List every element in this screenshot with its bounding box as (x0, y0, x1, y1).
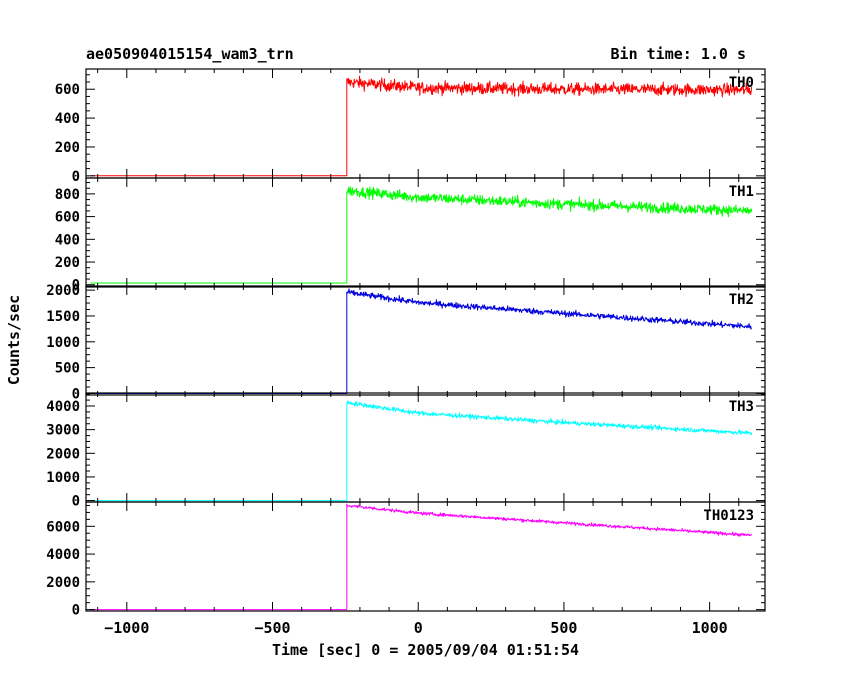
y-tick-label: 0 (72, 278, 80, 294)
y-tick-label: 0 (72, 494, 80, 510)
y-axis-label: Counts/sec (5, 295, 23, 385)
series-line-th2 (90, 288, 752, 394)
y-tick-label: 600 (55, 210, 80, 226)
x-tick-label: 0 (414, 619, 423, 637)
series-line-th0 (90, 75, 753, 177)
y-tick-label: 500 (55, 361, 80, 377)
y-tick-label: 2000 (46, 446, 80, 462)
y-tick-label: 3000 (46, 423, 80, 439)
panel-label-th2: TH2 (729, 292, 754, 308)
x-tick-label: 500 (550, 619, 577, 637)
y-tick-label: 0 (72, 386, 80, 402)
y-tick-label: 200 (55, 255, 80, 271)
y-tick-label: 400 (55, 232, 80, 248)
panel-frame-th0123 (85, 501, 766, 612)
x-tick-label: −500 (254, 619, 290, 637)
y-tick-label: 800 (55, 187, 80, 203)
y-tick-label: 2000 (46, 575, 80, 591)
y-tick-label: 4000 (46, 399, 80, 415)
panel-frame-th3 (85, 392, 766, 503)
y-tick-label: 200 (55, 140, 80, 156)
panel-label-th0: TH0 (729, 75, 754, 91)
y-tick-label: 1000 (46, 470, 80, 486)
x-tick-label: −1000 (104, 619, 149, 637)
y-tick-label: 400 (55, 111, 80, 127)
y-tick-label: 4000 (46, 547, 80, 563)
panel-label-th3: TH3 (729, 399, 754, 415)
x-axis-label: Time [sec] 0 = 2005/09/04 01:51:54 (272, 641, 579, 659)
panel-frame-th1 (85, 177, 766, 288)
series-line-th3 (90, 400, 753, 502)
y-tick-label: 1500 (46, 309, 80, 325)
x-tick-label: 1000 (692, 619, 728, 637)
y-tick-label: 1000 (46, 335, 80, 351)
y-tick-label: 600 (55, 82, 80, 98)
y-tick-label: 0 (72, 169, 80, 185)
panel-label-th0123: TH0123 (703, 508, 754, 524)
series-line-th0123 (90, 503, 753, 611)
y-tick-label: 6000 (46, 519, 80, 535)
series-line-th1 (90, 186, 753, 284)
panel-label-th1: TH1 (729, 184, 754, 200)
chart-title: ae050904015154_wam3_trn (86, 45, 294, 63)
bin-time-label: Bin time: 1.0 s (610, 45, 746, 63)
y-tick-label: 2000 (46, 283, 80, 299)
y-tick-label: 0 (72, 603, 80, 619)
panel-frame-th2 (85, 285, 766, 396)
